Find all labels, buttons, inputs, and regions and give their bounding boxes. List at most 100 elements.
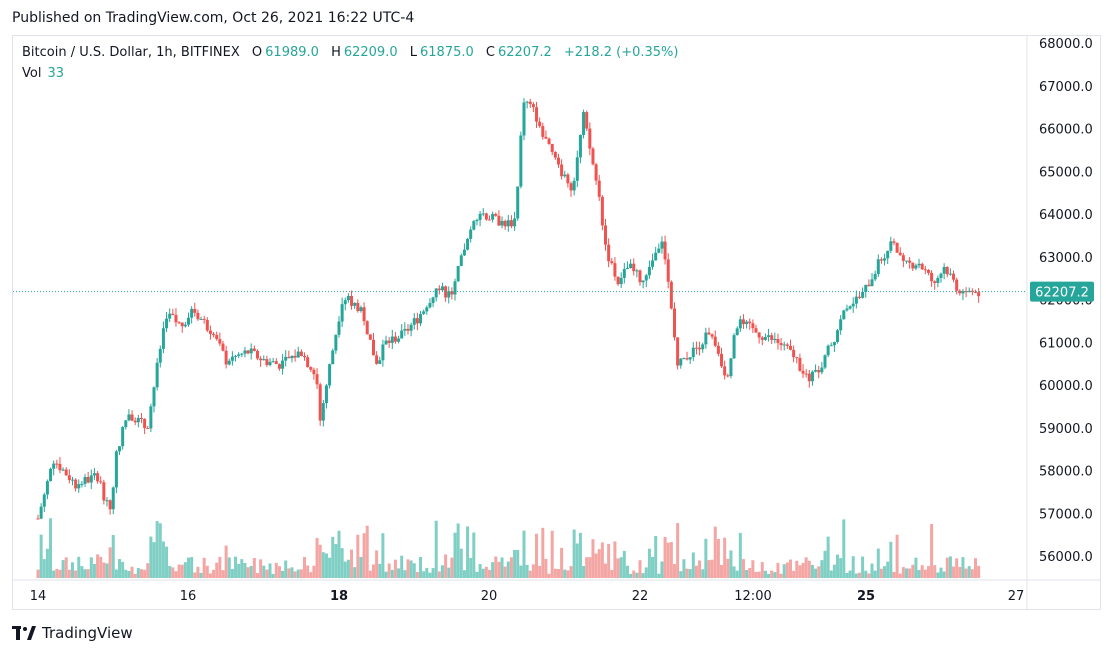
candle-body xyxy=(732,335,736,359)
volume-bar xyxy=(625,565,629,578)
candle-body xyxy=(353,302,357,306)
candle-body xyxy=(359,307,363,312)
candle-body xyxy=(638,270,642,283)
candle-body xyxy=(431,297,435,304)
candle-body xyxy=(49,468,53,482)
volume-bar xyxy=(359,556,363,578)
candle-body xyxy=(387,340,391,343)
volume-bar xyxy=(892,571,896,578)
candle-body xyxy=(563,174,567,177)
candle-body xyxy=(462,249,466,256)
candle-body xyxy=(710,334,714,337)
volume-bar xyxy=(356,534,360,578)
candle-body xyxy=(199,318,203,320)
candle-body xyxy=(679,358,683,366)
price-tick-label: 58000.0 xyxy=(1039,465,1093,480)
high-value: 62209.0 xyxy=(343,45,398,60)
volume-bar xyxy=(945,557,949,578)
candle-body xyxy=(243,350,247,354)
volume-bar xyxy=(638,560,642,578)
volume-bar xyxy=(622,550,626,578)
volume-bar xyxy=(607,543,611,578)
candle-body xyxy=(792,349,796,358)
candle-body xyxy=(475,219,479,222)
volume-bar xyxy=(513,549,517,578)
candle-body xyxy=(89,475,93,483)
candle-body xyxy=(566,174,570,184)
candle-body xyxy=(121,427,125,447)
volume-bar xyxy=(735,570,739,578)
volume-bar xyxy=(933,565,937,578)
candle-body xyxy=(306,357,310,368)
candle-body xyxy=(864,284,868,292)
volume-bar xyxy=(497,561,501,578)
candle-body xyxy=(488,219,491,221)
footer-brand[interactable]: TradingView xyxy=(12,624,133,642)
volume-bar xyxy=(368,570,372,578)
volume-bar xyxy=(566,570,570,578)
volume-bar xyxy=(262,565,266,578)
volume-bar xyxy=(798,565,802,578)
volume-bar xyxy=(923,569,927,578)
candle-body xyxy=(560,164,564,177)
candle-body xyxy=(114,451,118,488)
volume-bar xyxy=(977,565,981,578)
candle-body xyxy=(381,344,385,361)
volume-bar xyxy=(243,563,247,578)
volume-bar xyxy=(139,569,143,578)
candle-body xyxy=(669,281,673,309)
volume-bar xyxy=(177,564,181,578)
candle-body xyxy=(666,259,670,282)
candle-body xyxy=(807,373,811,382)
candle-body xyxy=(365,321,369,335)
volume-bar xyxy=(277,566,281,578)
volume-bar xyxy=(575,543,579,578)
candle-body xyxy=(230,356,234,361)
volume-bar xyxy=(538,565,542,578)
candle-body xyxy=(961,291,965,294)
candle-body xyxy=(955,279,959,291)
volume-bar xyxy=(491,562,495,578)
candle-body xyxy=(594,164,598,181)
candle-body xyxy=(102,482,106,501)
candle-body xyxy=(368,334,372,340)
volume-bar xyxy=(757,571,761,578)
candle-body xyxy=(165,318,169,329)
volume-bar xyxy=(375,550,379,578)
candle-body xyxy=(503,220,507,227)
candle-body xyxy=(948,273,952,275)
candle-body xyxy=(472,221,476,230)
candle-body xyxy=(77,484,81,489)
volume-bar xyxy=(879,568,883,578)
volume-bar xyxy=(52,570,56,578)
volume-bar xyxy=(67,569,71,578)
volume-bar xyxy=(582,565,586,578)
last-price-label: 62207.2 xyxy=(1030,281,1094,302)
candle-body xyxy=(312,369,316,375)
volume-bar xyxy=(444,554,448,578)
volume-bar xyxy=(569,566,573,578)
change-value: +218.2 (+0.35%) xyxy=(563,45,679,60)
volume-bar xyxy=(440,565,444,578)
time-tick-label: 27 xyxy=(1008,589,1025,604)
volume-bar xyxy=(839,558,843,578)
candle-body xyxy=(801,370,805,374)
candle-body xyxy=(284,356,288,361)
candle-body xyxy=(625,268,629,270)
candle-body xyxy=(70,479,74,481)
candle-body xyxy=(779,343,783,346)
candle-body xyxy=(403,328,407,331)
last-price-badge xyxy=(1030,281,1094,302)
volume-bar xyxy=(96,554,100,578)
candle-body xyxy=(525,101,529,103)
candle-body xyxy=(331,350,335,365)
volume-bar xyxy=(136,567,140,578)
volume-bar xyxy=(829,570,833,578)
volume-bar xyxy=(516,549,520,578)
volume-bar xyxy=(124,569,128,578)
volume-bar xyxy=(792,570,796,578)
volume-bar xyxy=(588,557,592,578)
candle-body xyxy=(870,279,874,287)
volume-bar xyxy=(133,573,137,578)
